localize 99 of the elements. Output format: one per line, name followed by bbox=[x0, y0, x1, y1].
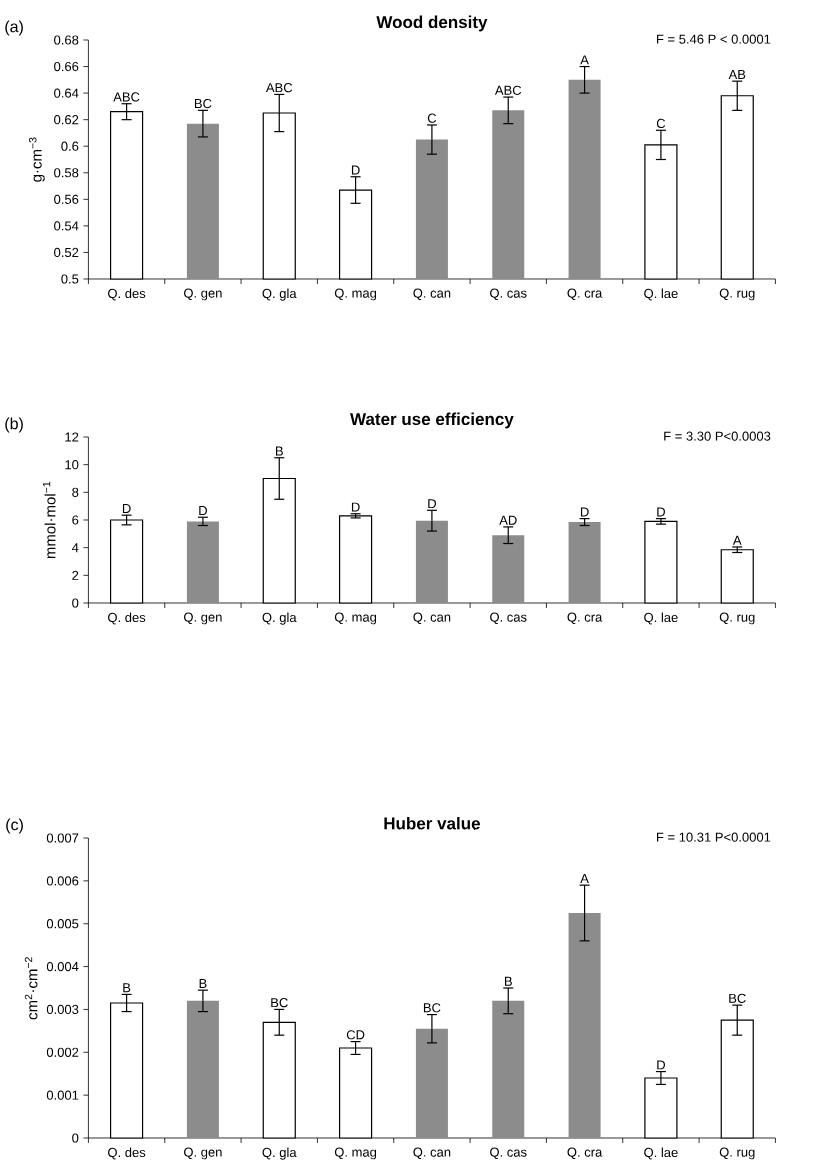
y-tick-label: 12 bbox=[65, 432, 79, 442]
x-tick-label: Q. rug bbox=[720, 288, 755, 301]
y-tick-label: 0.001 bbox=[47, 1090, 79, 1100]
x-tick-label: Q. mag bbox=[335, 612, 377, 625]
y-tick-label: 0.003 bbox=[47, 1004, 79, 1015]
y-axis-title: mmol·mol$^{−1}$ bbox=[43, 481, 56, 559]
y-axis-title: cm$^{2}$·cm$^{−2}$ bbox=[25, 957, 38, 1020]
x-tick-label: Q. can bbox=[413, 288, 451, 301]
bar bbox=[568, 522, 601, 603]
annotation: A bbox=[733, 535, 742, 545]
annotation: F = 10.31 P<0.0001 bbox=[657, 832, 771, 842]
text: (a) bbox=[5, 20, 24, 36]
annotation: ABC bbox=[266, 83, 293, 93]
y-tick-label: 8 bbox=[72, 487, 79, 497]
annotation: CD bbox=[347, 1030, 365, 1040]
y-tick-label: 0.006 bbox=[47, 876, 79, 886]
y-tick-label: 0.58 bbox=[54, 168, 79, 178]
x-tick-label: Q. gen bbox=[184, 612, 222, 625]
x-tick-label: Q. gen bbox=[184, 1147, 222, 1160]
y-tick-label: 2 bbox=[72, 570, 79, 580]
annotation: F = 5.46 P < 0.0001 bbox=[657, 34, 771, 44]
annotation: B bbox=[276, 446, 284, 456]
x-tick-label: Q. des bbox=[108, 1147, 146, 1160]
x-tick-label: Q. rug bbox=[720, 1147, 755, 1160]
annotation: D bbox=[428, 499, 437, 509]
bar bbox=[187, 1000, 220, 1138]
y-tick-label: 0.004 bbox=[47, 961, 79, 972]
y-tick-label: 0.54 bbox=[54, 221, 79, 231]
x-tick-label: Q. gla bbox=[262, 1147, 297, 1160]
y-tick-label: 0.62 bbox=[54, 115, 79, 125]
bar bbox=[416, 1028, 449, 1138]
annotation: C bbox=[428, 113, 437, 123]
y-tick-label: 0.52 bbox=[54, 247, 79, 258]
annotation: C bbox=[657, 118, 666, 129]
y-axis-title: g·cm$^{−3}$ bbox=[29, 137, 45, 182]
annotation: AB bbox=[728, 70, 746, 79]
annotation: BC bbox=[195, 98, 212, 109]
annotation: F = 3.30 P<0.0003 bbox=[664, 431, 771, 441]
bar bbox=[492, 1000, 525, 1138]
annotation: ABC bbox=[495, 85, 522, 95]
chart-title: Water use efficiency bbox=[350, 412, 514, 429]
x-tick-label: Q. mag bbox=[335, 1147, 377, 1160]
x-tick-label: Q. des bbox=[108, 288, 146, 301]
y-tick-label: 0.007 bbox=[47, 833, 79, 843]
chart-title: Wood density bbox=[376, 15, 488, 32]
y-tick-label: 0.5 bbox=[61, 274, 79, 284]
x-tick-label: Q. lae bbox=[644, 1147, 678, 1160]
annotation: D bbox=[123, 504, 131, 513]
x-tick-label: Q. mag bbox=[335, 288, 377, 301]
x-tick-label: Q. can bbox=[413, 612, 451, 625]
x-tick-label: Q. rug bbox=[720, 612, 755, 625]
annotation: ABC bbox=[113, 92, 140, 102]
x-tick-label: Q. can bbox=[413, 1147, 451, 1160]
annotation: BC bbox=[729, 993, 746, 1003]
x-tick-label: Q. lae bbox=[644, 612, 678, 625]
y-tick-label: 0.6 bbox=[61, 141, 79, 151]
y-tick-label: 10 bbox=[65, 460, 79, 470]
x-tick-label: Q. cas bbox=[490, 288, 527, 301]
y-tick-label: 0.56 bbox=[54, 194, 79, 204]
annotation: B bbox=[123, 983, 131, 993]
y-tick-label: 0.64 bbox=[54, 88, 79, 98]
y-tick-label: 0 bbox=[72, 598, 79, 608]
annotation: BC bbox=[424, 1003, 441, 1013]
x-tick-label: Q. lae bbox=[644, 288, 678, 301]
annotation: D bbox=[352, 502, 360, 512]
x-tick-label: Q. cra bbox=[567, 1147, 603, 1160]
y-tick-label: 0.66 bbox=[54, 61, 79, 72]
bar bbox=[492, 535, 525, 603]
bar bbox=[568, 913, 601, 1138]
annotation: A bbox=[580, 874, 590, 883]
x-tick-label: Q. gla bbox=[262, 612, 297, 625]
annotation: D bbox=[657, 1060, 666, 1070]
y-tick-label: 0.002 bbox=[47, 1047, 79, 1057]
annotation: B bbox=[199, 979, 207, 988]
chart-title: Huber value bbox=[384, 817, 481, 830]
annotation: D bbox=[581, 507, 589, 517]
y-tick-label: 0 bbox=[72, 1133, 79, 1143]
bar bbox=[187, 521, 220, 603]
x-tick-label: Q. cas bbox=[490, 1147, 527, 1160]
annotation: D bbox=[657, 507, 666, 517]
x-tick-label: Q. gen bbox=[184, 288, 222, 301]
x-tick-label: Q. des bbox=[108, 612, 146, 625]
x-tick-label: Q. cas bbox=[490, 612, 527, 625]
text: (c) bbox=[6, 818, 24, 834]
y-tick-label: 0.005 bbox=[47, 919, 79, 929]
x-tick-label: Q. gla bbox=[262, 288, 297, 301]
annotation: B bbox=[505, 976, 513, 986]
annotation: D bbox=[199, 506, 208, 516]
y-tick-label: 4 bbox=[72, 543, 79, 553]
annotation: A bbox=[580, 55, 590, 65]
x-tick-label: Q. cra bbox=[567, 288, 603, 301]
bar bbox=[416, 520, 449, 603]
annotation: D bbox=[352, 165, 360, 175]
x-tick-label: Q. cra bbox=[567, 612, 603, 625]
annotation: AD bbox=[499, 515, 517, 525]
y-tick-label: 0.68 bbox=[54, 35, 79, 45]
annotation: BC bbox=[271, 998, 288, 1008]
y-tick-label: 6 bbox=[72, 515, 79, 525]
text: (b) bbox=[5, 417, 24, 433]
